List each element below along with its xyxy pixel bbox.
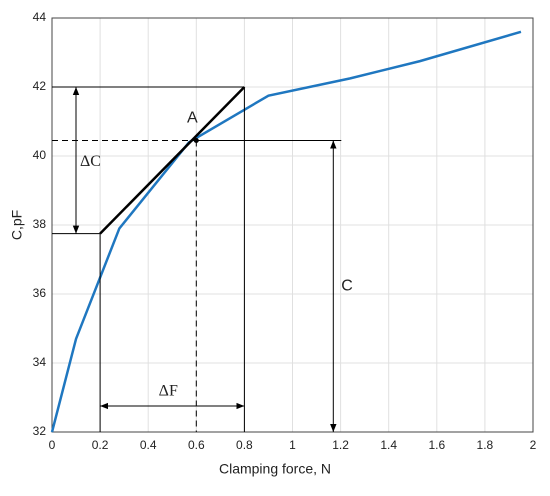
delta-f-label: ΔF	[159, 383, 178, 400]
y-tick-label: 36	[33, 286, 47, 300]
x-tick-label: 0.8	[236, 438, 253, 452]
point-a	[193, 137, 199, 143]
delta-c-label: ΔC	[80, 153, 101, 170]
x-tick-label: 2	[530, 438, 537, 452]
x-tick-label: 1.8	[477, 438, 494, 452]
c-label: C	[341, 277, 353, 294]
x-tick-label: 0.4	[140, 438, 157, 452]
x-tick-label: 0	[49, 438, 56, 452]
y-tick-label: 40	[33, 148, 47, 162]
tangent-line	[99, 86, 246, 235]
x-axis-label: Clamping force, N	[219, 461, 331, 477]
y-tick-label: 32	[33, 424, 47, 438]
x-tick-label: 0.2	[92, 438, 109, 452]
x-tick-label: 1	[289, 438, 296, 452]
data-line	[50, 30, 522, 433]
x-tick-label: 1.6	[428, 438, 445, 452]
x-tick-label: 0.6	[188, 438, 205, 452]
plot-frame	[51, 17, 534, 433]
x-tick-label: 1.2	[332, 438, 349, 452]
y-axis-label: C,pF	[9, 210, 25, 240]
point-label: A	[187, 110, 198, 127]
y-tick-label: 34	[33, 355, 47, 369]
x-tick-label: 1.4	[380, 438, 397, 452]
y-tick-label: 42	[33, 79, 47, 93]
y-tick-label: 44	[33, 10, 47, 24]
y-tick-label: 38	[33, 217, 47, 231]
